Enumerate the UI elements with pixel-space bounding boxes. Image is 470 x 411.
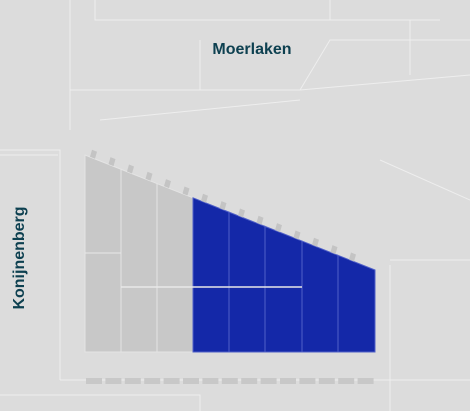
lot <box>192 197 230 353</box>
parking-mark <box>312 237 319 247</box>
parking-mark <box>219 201 227 211</box>
parking-mark <box>127 164 134 174</box>
parking-strip <box>86 378 102 384</box>
parking-strip <box>260 378 277 384</box>
parking-mark <box>293 230 301 240</box>
parking-mark <box>275 223 282 233</box>
parking-strip <box>338 378 355 384</box>
parking-mark <box>238 208 245 218</box>
lot <box>301 240 339 353</box>
parking-strip <box>221 378 238 384</box>
parking-strip <box>105 378 122 384</box>
parking-strip <box>124 378 141 384</box>
parking-mark <box>145 171 153 181</box>
parking-mark <box>330 245 338 255</box>
lot <box>120 168 158 353</box>
north-street-label: Moerlaken <box>212 41 291 58</box>
parking-strip <box>280 378 296 384</box>
lot <box>228 211 266 353</box>
parking-mark <box>108 157 116 167</box>
parking-strip <box>202 378 219 384</box>
lot <box>337 254 376 353</box>
lot <box>156 182 194 353</box>
parking-mark <box>164 179 171 189</box>
parking-mark <box>90 149 97 159</box>
parking-strip <box>241 378 258 384</box>
parking-strip <box>318 378 335 384</box>
parking-strip <box>357 378 374 384</box>
west-street-label: Konijnenberg <box>11 206 28 309</box>
parking-strip <box>183 378 199 384</box>
parking-mark <box>182 186 190 196</box>
parking-mark <box>201 193 208 203</box>
parking-mark <box>256 215 264 225</box>
lot <box>264 225 303 353</box>
parking-strip <box>144 378 161 384</box>
parking-mark <box>349 252 356 262</box>
parking-strip <box>163 378 180 384</box>
site-plan <box>84 149 376 384</box>
parking-strip <box>299 378 316 384</box>
